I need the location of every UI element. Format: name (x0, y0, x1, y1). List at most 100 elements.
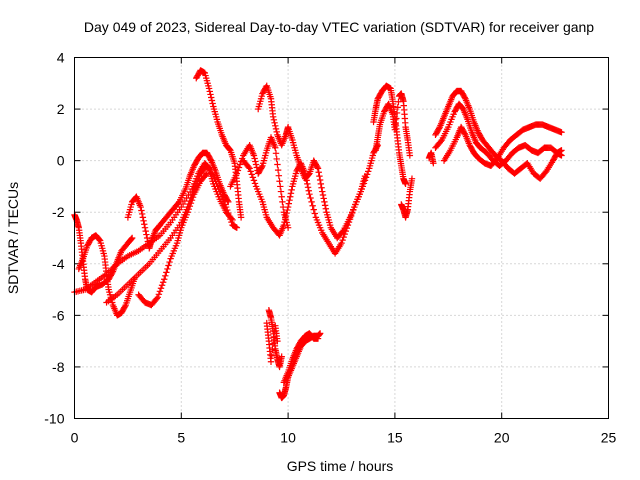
data-point-marker (340, 233, 347, 241)
data-point-marker (158, 282, 166, 289)
data-point-marker (174, 199, 182, 207)
data-point-marker (281, 218, 288, 226)
data-point-marker (269, 113, 277, 121)
data-point-marker (307, 194, 314, 202)
data-point-marker (164, 265, 171, 273)
data-point-marker (314, 163, 321, 171)
data-point-marker (391, 126, 399, 133)
data-point-marker (251, 155, 258, 162)
data-point-marker (224, 206, 231, 214)
data-point-marker (247, 168, 254, 175)
data-point-marker (365, 168, 372, 175)
data-point-marker (274, 166, 282, 174)
data-point-marker (166, 258, 173, 266)
series-track-g (193, 67, 245, 221)
data-point-marker (392, 120, 399, 128)
data-point-marker (252, 161, 260, 168)
series-track-u (280, 330, 322, 386)
data-point-marker (246, 165, 253, 172)
data-point-marker (227, 215, 234, 223)
data-point-marker (249, 174, 257, 181)
data-point-marker (268, 352, 275, 359)
data-point-marker (316, 172, 323, 180)
series-track-s (263, 319, 281, 365)
data-point-marker (305, 171, 312, 178)
data-point-marker (141, 224, 149, 231)
data-point-marker (142, 227, 149, 235)
data-point-marker (360, 180, 368, 187)
data-point-marker (137, 203, 144, 211)
data-point-marker (279, 198, 286, 206)
data-point-marker (273, 155, 280, 163)
data-point-marker (277, 188, 285, 195)
data-point-marker (304, 180, 311, 188)
data-point-marker (359, 183, 367, 190)
data-point-marker (315, 169, 322, 176)
data-point-marker (222, 203, 230, 211)
data-point-marker (271, 119, 278, 127)
data-point-marker (280, 221, 288, 229)
data-point-marker (202, 171, 210, 179)
data-point-marker (186, 202, 194, 210)
tick-labels: 0 5 10 15 20 25 -10 -8 -6 -4 -2 0 2 4 (44, 50, 616, 446)
data-point-marker (228, 218, 235, 226)
data-point-marker (430, 160, 437, 167)
x-tick-label: 10 (280, 430, 296, 446)
data-point-marker (233, 224, 241, 231)
data-point-marker (250, 177, 258, 184)
y-tick-label: -8 (52, 359, 65, 375)
data-point-marker (278, 353, 285, 360)
plot-frame (74, 57, 609, 419)
data-point-marker (226, 146, 233, 153)
data-point-marker (138, 210, 146, 218)
data-point-marker (276, 178, 283, 185)
data-point-marker (267, 358, 275, 365)
data-point-marker (143, 234, 151, 242)
data-point-marker (274, 161, 281, 168)
data-point-marker (319, 188, 326, 195)
data-point-marker (272, 150, 280, 157)
data-point-marker (154, 294, 162, 301)
data-point-marker (305, 187, 312, 194)
data-point-marker (188, 196, 196, 204)
data-points (71, 67, 565, 402)
data-point-marker (233, 170, 241, 177)
data-point-marker (282, 212, 290, 220)
data-point-marker (258, 163, 265, 171)
data-point-marker (320, 195, 327, 202)
data-point-marker (207, 91, 214, 98)
data-point-marker (252, 158, 259, 165)
series-track-h (227, 134, 292, 231)
series-track-p (432, 100, 565, 169)
data-point-marker (248, 171, 255, 178)
axis-ticks (74, 57, 609, 419)
data-point-marker (139, 214, 147, 221)
x-tick-label: 5 (177, 430, 185, 446)
data-point-marker (319, 191, 327, 199)
data-point-marker (251, 180, 259, 187)
data-point-marker (224, 197, 231, 204)
series-track-n (425, 149, 437, 167)
data-point-marker (269, 340, 277, 347)
data-point-marker (156, 288, 164, 295)
data-point-marker (339, 228, 346, 235)
data-point-marker (304, 184, 312, 191)
data-point-marker (225, 209, 232, 217)
y-tick-label: -10 (44, 411, 64, 427)
data-point-marker (285, 200, 293, 207)
data-point-marker (236, 161, 244, 168)
y-tick-label: -4 (52, 256, 65, 272)
data-point-marker (317, 180, 325, 188)
series-track-t (276, 330, 324, 402)
data-point-marker (558, 152, 565, 159)
data-point-marker (309, 202, 316, 209)
data-point-marker (189, 193, 197, 201)
data-point-marker (402, 180, 409, 188)
data-point-marker (162, 272, 169, 280)
data-point-marker (308, 198, 315, 206)
data-point-marker (322, 205, 330, 212)
data-point-marker (363, 171, 371, 178)
data-point-marker (393, 115, 400, 122)
data-point-marker (274, 337, 281, 345)
data-point-marker (310, 206, 317, 213)
